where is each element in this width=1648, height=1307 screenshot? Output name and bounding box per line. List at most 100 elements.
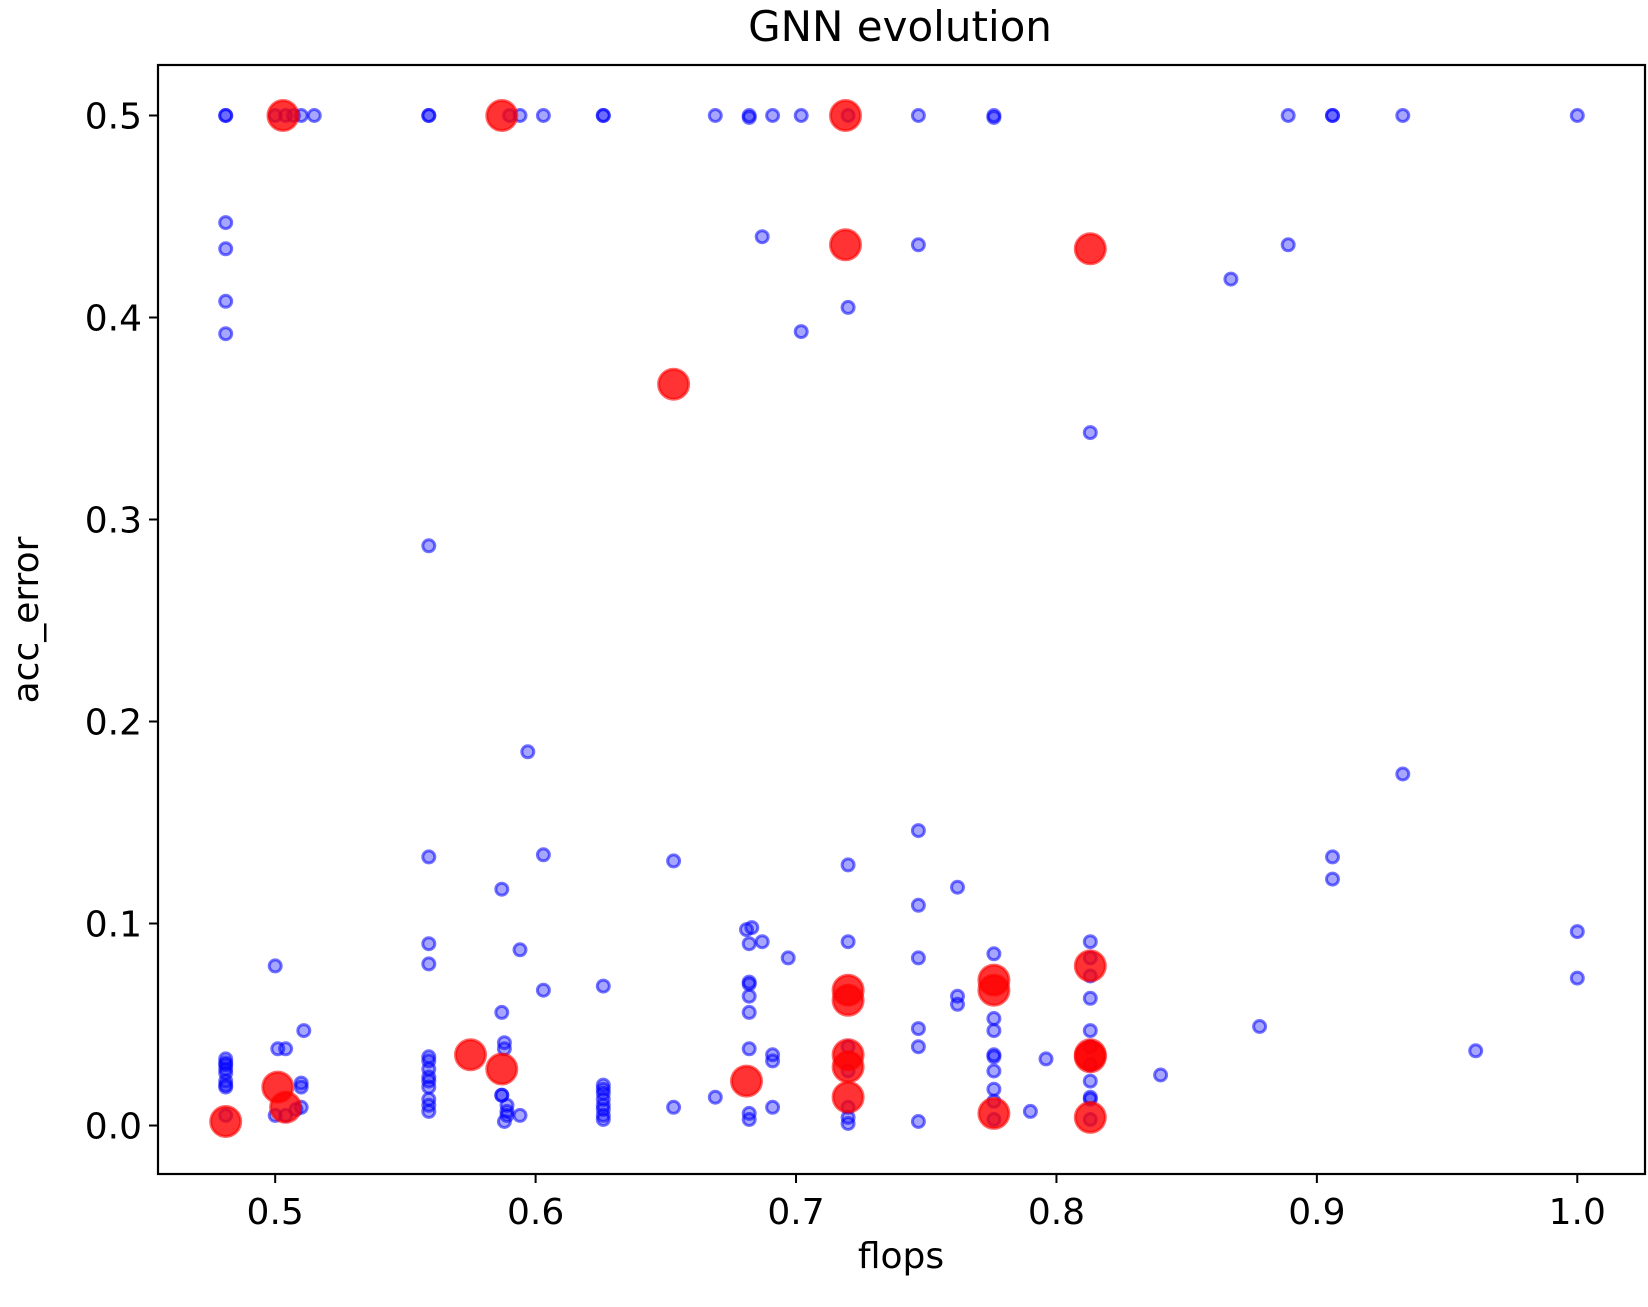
highlight-point <box>730 1064 763 1098</box>
data-point <box>1038 1051 1054 1067</box>
data-point <box>421 1079 437 1095</box>
data-point <box>421 1103 437 1119</box>
x-tick-label: 0.9 <box>1288 1192 1345 1233</box>
x-tick-label: 0.7 <box>767 1192 824 1233</box>
y-tick-label: 0.2 <box>85 703 142 744</box>
axes-layer: 0.5 0.6 0.7 0.8 0.9 1.0 0.0 0.1 0.2 0.3 0.4 0.5 <box>85 97 1606 1233</box>
data-point <box>666 853 682 869</box>
data-point <box>741 1112 757 1127</box>
highlight-point <box>1073 1100 1107 1134</box>
data-point <box>741 936 757 952</box>
y-axis-label: acc_error <box>6 536 47 703</box>
data-point <box>741 988 757 1004</box>
y-tick-label: 0.1 <box>85 905 142 946</box>
chart-title: GNN evolution <box>748 2 1052 51</box>
data-point <box>595 1112 611 1127</box>
data-point <box>986 1049 1002 1065</box>
data-point <box>1082 1023 1098 1039</box>
data-point <box>218 293 234 309</box>
data-point <box>267 958 283 974</box>
data-point <box>1395 108 1411 123</box>
data-point <box>793 324 809 340</box>
x-axis-label: flops <box>858 1236 944 1277</box>
data-point <box>950 996 965 1012</box>
data-point <box>707 1089 723 1105</box>
data-point <box>910 108 926 123</box>
data-point <box>754 934 770 950</box>
data-point <box>496 1114 512 1129</box>
highlight-point <box>829 228 862 262</box>
data-point <box>910 1039 926 1055</box>
points-layer <box>209 99 1585 1138</box>
highlight-point <box>977 1096 1011 1130</box>
data-point <box>910 1021 926 1037</box>
data-point <box>421 849 437 865</box>
data-point <box>1082 934 1098 950</box>
data-point <box>421 538 437 554</box>
data-point <box>293 1079 309 1095</box>
data-point <box>910 823 926 839</box>
highlight-point <box>454 1038 487 1072</box>
data-point <box>1252 1019 1268 1034</box>
x-tick-label: 0.5 <box>247 1192 304 1233</box>
data-point <box>793 108 809 123</box>
data-point <box>765 1099 781 1115</box>
plot-area-frame <box>156 63 1647 1176</box>
data-point <box>278 1041 294 1057</box>
x-tick-label: 0.6 <box>507 1192 564 1233</box>
data-point <box>780 950 796 966</box>
data-point <box>741 108 757 123</box>
data-point <box>1153 1067 1169 1083</box>
data-point <box>986 1081 1002 1097</box>
highlight-point <box>1073 232 1107 266</box>
data-point <box>1325 871 1340 887</box>
data-point <box>1569 108 1585 123</box>
data-point <box>1569 924 1585 940</box>
data-point <box>986 946 1002 962</box>
data-point <box>910 237 926 253</box>
data-point <box>765 108 781 123</box>
data-point <box>520 744 536 760</box>
data-point <box>535 108 551 123</box>
data-point <box>1223 271 1239 287</box>
data-point <box>741 1041 757 1057</box>
data-point <box>840 857 856 873</box>
highlight-point <box>831 1080 865 1114</box>
highlight-point <box>1073 949 1107 983</box>
data-point <box>1082 990 1098 1006</box>
data-point <box>666 1099 682 1115</box>
data-point <box>986 1011 1002 1026</box>
highlight-point <box>977 973 1011 1007</box>
highlight-point <box>269 1090 303 1124</box>
data-point <box>840 1116 856 1131</box>
data-point <box>1395 766 1411 782</box>
data-point <box>494 1004 510 1020</box>
highlight-point <box>485 99 519 132</box>
data-point <box>1325 849 1340 865</box>
data-point <box>595 108 611 123</box>
data-point <box>744 920 760 936</box>
y-tick-label: 0.0 <box>85 1107 142 1148</box>
highlight-point <box>829 99 862 132</box>
data-point <box>1280 237 1296 253</box>
data-point <box>741 1004 757 1020</box>
data-point <box>910 1114 926 1129</box>
data-point <box>218 326 234 342</box>
data-point <box>421 936 437 952</box>
y-tick-label: 0.4 <box>85 299 142 340</box>
data-point <box>218 215 234 231</box>
data-point <box>741 976 757 992</box>
data-point <box>494 881 510 897</box>
x-tick-label: 1.0 <box>1549 1192 1606 1233</box>
data-point <box>218 108 234 123</box>
data-point <box>986 1023 1002 1039</box>
highlight-point <box>485 1052 519 1086</box>
x-tick-label: 0.8 <box>1028 1192 1085 1233</box>
data-point <box>1325 108 1340 123</box>
data-point <box>1082 1073 1098 1089</box>
data-point <box>535 847 551 863</box>
data-point <box>1082 425 1098 441</box>
highlight-point <box>1073 1040 1107 1074</box>
